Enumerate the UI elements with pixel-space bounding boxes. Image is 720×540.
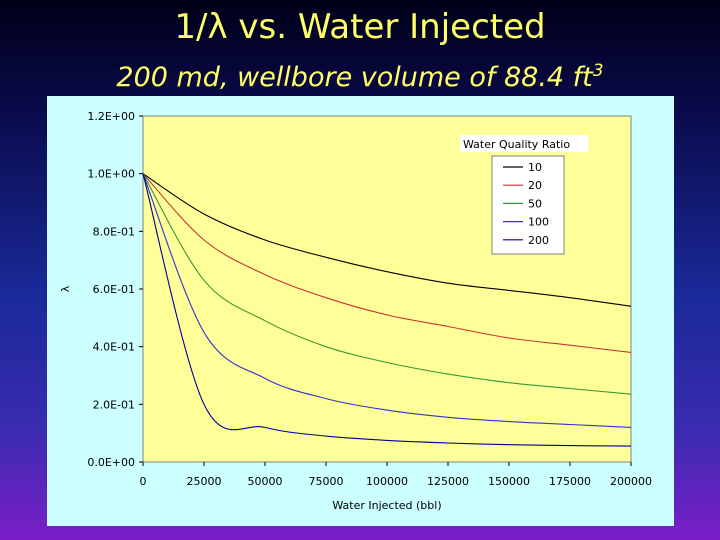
x-tick-label: 150000	[488, 475, 530, 488]
subtitle-text: 200 md, wellbore volume of 88.4 ft	[116, 62, 593, 93]
x-axis-label: Water Injected (bbl)	[332, 499, 441, 512]
x-tick-label: 50000	[248, 475, 283, 488]
y-tick-label: 0.0E+00	[87, 456, 135, 469]
legend-label-200: 200	[528, 234, 549, 247]
x-tick-label: 100000	[366, 475, 408, 488]
legend-title-box	[460, 135, 588, 152]
legend-label-100: 100	[528, 216, 549, 229]
x-tick-label: 75000	[309, 475, 344, 488]
y-tick-label: 8.0E-01	[93, 225, 135, 238]
y-tick-label: 4.0E-01	[93, 341, 135, 354]
y-axis-label: λ	[59, 285, 72, 292]
series-line-10	[142, 173, 632, 307]
series-line-50	[142, 173, 632, 395]
chart-panel: 0.0E+00 2.0E-01 4.0E-01 6.0E-01 8.0E-01 1.0E+…	[47, 96, 674, 526]
series-line-200	[142, 173, 632, 447]
y-tick-label: 1.0E+00	[87, 168, 135, 181]
slide-title: 1/λ vs. Water Injected	[174, 7, 546, 47]
series-line-100	[142, 173, 632, 428]
legend-label-50: 50	[528, 197, 542, 210]
x-tick-label: 175000	[549, 475, 591, 488]
x-tick-label: 200000	[610, 475, 652, 488]
y-tick-label: 1.2E+00	[87, 110, 135, 123]
legend-title: Water Quality Ratio	[463, 138, 570, 151]
x-tick-label: 0	[140, 475, 147, 488]
line-chart: 0.0E+00 2.0E-01 4.0E-01 6.0E-01 8.0E-01 1.0E+…	[59, 110, 652, 512]
legend-box	[491, 155, 565, 255]
series-line-20	[142, 173, 632, 353]
x-tick-label: 25000	[187, 475, 222, 488]
x-tick-label: 125000	[427, 475, 469, 488]
y-tick-label: 2.0E-01	[93, 398, 135, 411]
subtitle-superscript: 3	[592, 61, 604, 81]
y-tick-label: 6.0E-01	[93, 283, 135, 296]
legend-label-20: 20	[528, 179, 542, 192]
slide-subtitle: 200 md, wellbore volume of 88.4 ft3	[0, 54, 720, 95]
legend-label-10: 10	[528, 161, 542, 174]
